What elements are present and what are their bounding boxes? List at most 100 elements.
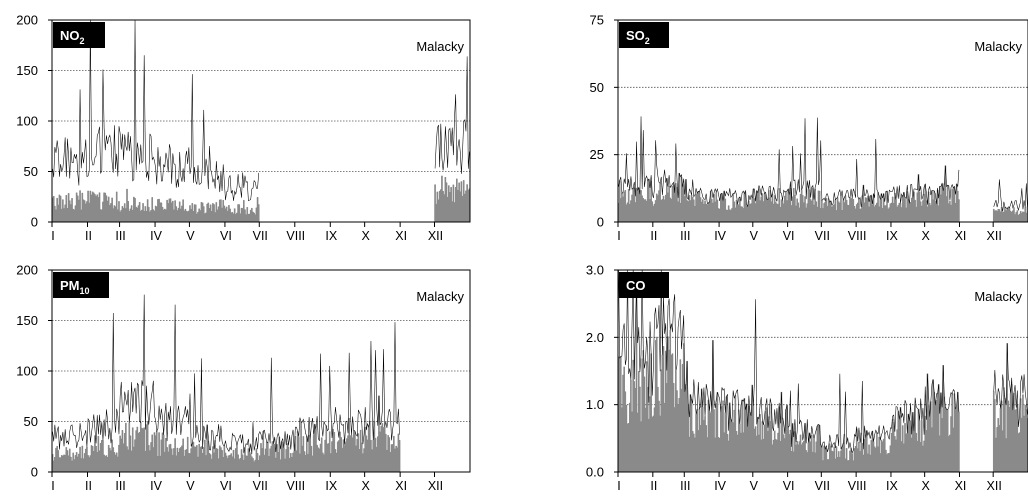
pollutant-label-box [53,272,109,298]
pollutant-label: NO2 [60,28,85,46]
chart-panel-co: 0.0 1.0 2.0 3.0 I II III IV V VI VII VIII IX X XI XII CO… [570,250,1028,498]
y-tick-label: 0 [597,215,604,230]
pollutant-label-box [53,22,105,48]
pollutant-label-sub: 10 [80,286,90,296]
x-tick-label: IV [714,229,726,243]
mean-area [434,175,471,223]
y-tick-label: 50 [590,80,604,95]
y-tick-label: 50 [24,414,38,429]
series-daily-max [52,19,470,202]
x-tick-label: IV [150,479,162,493]
x-tick-label: XII [428,479,443,493]
pollutant-label-sub: 2 [80,36,85,46]
series-daily-mean [51,395,401,473]
y-tick-label: 1.0 [586,397,604,412]
x-tick-label: II [85,479,92,493]
y-tick-label: 50 [24,164,38,179]
mean-area [617,289,960,473]
plot-area [617,269,1028,473]
y-tick-label: 100 [16,114,38,129]
max-line [52,19,259,202]
x-tick-label: II [85,229,92,243]
mean-area [992,343,1028,473]
max-line [434,56,470,174]
x-tick-label: VI [220,229,232,243]
max-line [618,269,960,454]
x-tick-label: XI [955,229,967,243]
series-daily-mean [617,289,1028,473]
pollutant-label-box [619,272,669,298]
x-tick-label: XI [395,229,407,243]
x-tick-label: I [51,229,54,243]
station-label: Malacky [416,289,464,304]
chart-co: 0.01.02.03.0I II III IV V VI VII VIII IX X XI XIICO… [586,263,1028,493]
y-tick-label: 150 [16,63,38,78]
x-tick-label: X [921,229,930,243]
x-tick-label: XII [987,479,1002,493]
x-tick-label: II [650,229,657,243]
x-tick-label: IX [325,229,337,243]
pollutant-label-sub: 2 [645,36,650,46]
y-tick-label: 0.0 [586,465,604,480]
x-tick-label: VI [783,479,795,493]
x-tick-label: XI [395,479,407,493]
y-tick-label: 25 [590,147,604,162]
x-tick-label: VIII [286,479,305,493]
x-tick-label: VI [220,479,232,493]
x-tick-label: VIII [848,229,867,243]
x-tick-label: I [617,479,620,493]
series-daily-max [618,116,1028,212]
x-tick-label: IV [714,479,726,493]
x-tick-label: III [680,479,690,493]
x-tick-label: VIII [848,479,867,493]
x-tick-label: I [617,229,620,243]
x-tick-label: IV [150,229,162,243]
station-label: Malacky [416,39,464,54]
x-tick-label: VII [253,479,268,493]
max-line [993,343,1028,428]
y-tick-label: 100 [16,364,38,379]
x-tick-label: XI [955,479,967,493]
mean-area [992,206,1028,223]
max-line [52,294,400,454]
x-tick-label: VII [815,229,830,243]
x-tick-label: V [186,479,195,493]
x-tick-label: X [921,479,930,493]
pollutant-label: SO2 [626,28,650,46]
x-tick-label: VII [253,229,268,243]
x-tick-label: V [750,479,759,493]
series-daily-max [618,269,1028,454]
series-daily-max [52,294,400,454]
y-tick-label: 150 [16,313,38,328]
plot-area [617,19,1028,223]
x-tick-label: V [186,229,195,243]
chart-panel-no2: 0 50 100 150 200 I II III IV V VI VII VIII IX X XI XII NO… [0,0,500,248]
x-tick-label: III [680,229,690,243]
x-tick-label: X [361,229,370,243]
chart-panel-so2: 0 25 50 75 I II III IV V VI VII VIII IX X XI XII SO2 Mala… [570,0,1028,248]
y-tick-label: 75 [590,13,604,28]
y-tick-label: 3.0 [586,263,604,278]
y-tick-label: 0 [31,465,38,480]
x-tick-label: IX [886,229,898,243]
x-tick-label: X [361,479,370,493]
y-tick-label: 200 [16,263,38,278]
x-tick-label: IX [886,479,898,493]
mean-area [51,188,260,223]
x-tick-label: XII [428,229,443,243]
x-tick-label: IX [325,479,337,493]
series-daily-mean [51,175,471,223]
x-tick-label: VI [783,229,795,243]
station-label: Malacky [974,39,1022,54]
max-line [618,116,960,208]
x-tick-label: VII [815,479,830,493]
x-tick-label: V [750,229,759,243]
station-label: Malacky [974,289,1022,304]
y-tick-label: 2.0 [586,330,604,345]
chart-panel-pm10: 0 50 100 150 200 I II III IV V VI VII VIII IX X XI XII PM… [0,250,500,498]
x-tick-label: III [115,479,125,493]
x-tick-label: XII [987,229,1002,243]
